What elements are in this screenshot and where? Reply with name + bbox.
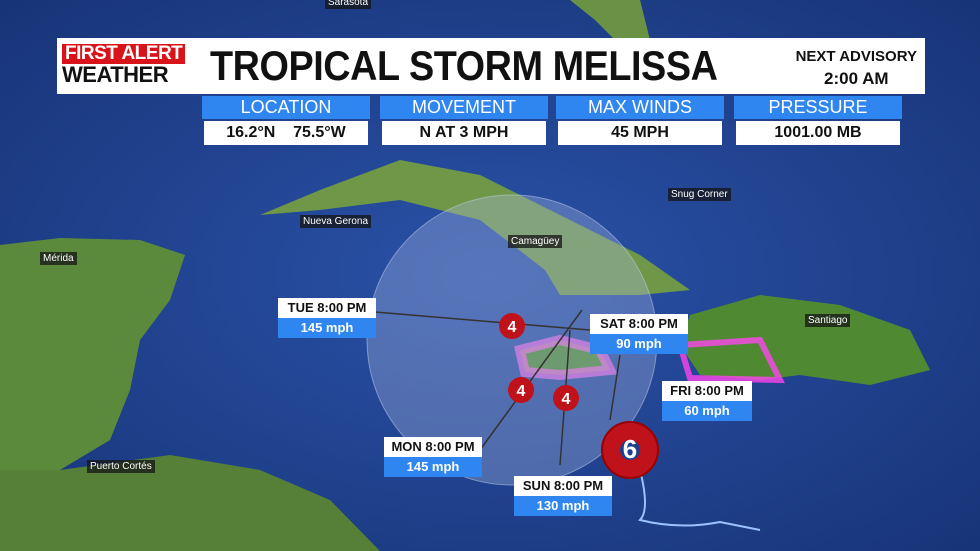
forecast-wind: 145 mph [278, 318, 376, 338]
stat-value: N AT 3 MPH [382, 121, 546, 145]
city-label: Snug Corner [668, 188, 731, 201]
forecast-wind: 60 mph [662, 401, 752, 421]
cuba-land [260, 160, 690, 295]
track-lines [374, 309, 621, 466]
stat-movement: MOVEMENT N AT 3 MPH [380, 96, 548, 145]
forecast-point-sun: SUN 8:00 PM 130 mph [514, 476, 612, 516]
forecast-wind: 130 mph [514, 496, 612, 516]
svg-text:4: 4 [508, 319, 517, 336]
city-label: Puerto Cortés [87, 460, 155, 473]
forecast-wind: 145 mph [384, 457, 482, 477]
svg-text:6: 6 [623, 434, 637, 464]
stat-value: 16.2°N 75.5°W [204, 121, 368, 145]
first-alert-weather-logo: FIRST ALERT WEATHER [62, 44, 200, 86]
honduras-land [0, 455, 380, 551]
yucatan-land [0, 238, 185, 470]
page-title: TROPICAL STORM MELISSA [210, 42, 718, 89]
forecast-point-fri: FRI 8:00 PM 60 mph [662, 381, 752, 421]
stat-pressure: PRESSURE 1001.00 MB [734, 96, 902, 145]
storm-icon-cat4-mon: 4 [508, 377, 534, 403]
city-label: Nueva Gerona [300, 215, 372, 228]
forecast-time: SUN 8:00 PM [514, 476, 612, 496]
florida-land [570, 0, 650, 45]
next-advisory-label: NEXT ADVISORY [795, 48, 917, 65]
stat-label: PRESSURE [734, 96, 902, 119]
hispaniola-land [680, 295, 930, 385]
svg-text:4: 4 [517, 383, 526, 400]
stat-max-winds: MAX WINDS 45 MPH [556, 96, 724, 145]
stat-label: LOCATION [202, 96, 370, 119]
city-label: Sarasota [325, 0, 372, 9]
current-storm-icon: 6 [601, 421, 659, 479]
forecast-point-mon: MON 8:00 PM 145 mph [384, 437, 482, 477]
forecast-point-sat: SAT 8:00 PM 90 mph [590, 314, 688, 354]
city-label: Camagüey [508, 235, 563, 248]
forecast-wind: 90 mph [590, 334, 688, 354]
stat-value: 1001.00 MB [736, 121, 900, 145]
title-banner: FIRST ALERT WEATHER TROPICAL STORM MELIS… [57, 38, 925, 94]
stat-location: LOCATION 16.2°N 75.5°W [202, 96, 370, 145]
storm-track [638, 469, 761, 531]
logo-line1: FIRST ALERT [62, 44, 186, 64]
next-advisory-time: 2:00 AM [824, 69, 889, 88]
forecast-point-tue: TUE 8:00 PM 145 mph [278, 298, 376, 338]
logo-line2: WEATHER [62, 62, 169, 87]
stat-label: MAX WINDS [556, 96, 724, 119]
forecast-time: TUE 8:00 PM [278, 298, 376, 318]
svg-text:4: 4 [562, 391, 571, 408]
storm-icon-cat4-tue: 4 [499, 313, 525, 339]
storm-icon-cat4-sun: 4 [553, 385, 579, 411]
forecast-time: SAT 8:00 PM [590, 314, 688, 334]
next-advisory: NEXT ADVISORY 2:00 AM [796, 46, 917, 90]
stat-value: 45 MPH [558, 121, 722, 145]
forecast-time: FRI 8:00 PM [662, 381, 752, 401]
city-label: Mérida [40, 252, 77, 265]
city-label: Santiago [805, 314, 851, 327]
forecast-time: MON 8:00 PM [384, 437, 482, 457]
stat-label: MOVEMENT [380, 96, 548, 119]
